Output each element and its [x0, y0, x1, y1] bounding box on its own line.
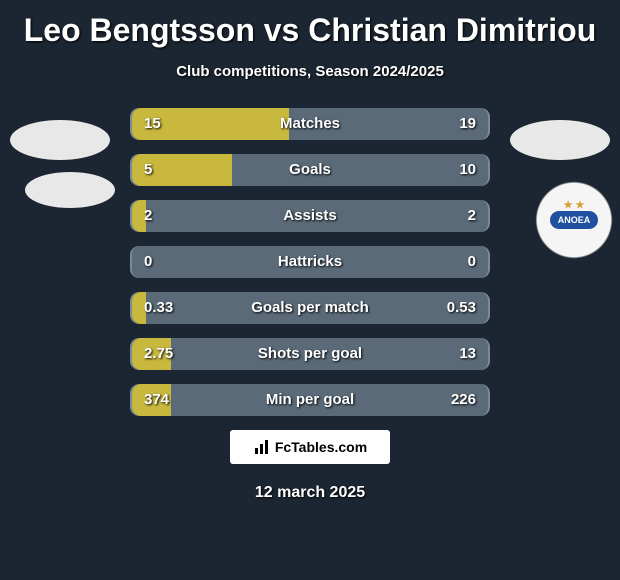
stat-label: Goals — [132, 154, 488, 186]
stat-row: 374Min per goal226 — [130, 384, 490, 416]
player2-club-badge: ★ ★ ANOEA — [534, 180, 614, 260]
player1-avatar — [10, 120, 110, 160]
stat-right-value: 10 — [459, 154, 476, 186]
stat-right-value: 2 — [468, 200, 476, 232]
stat-row: 15Matches19 — [130, 108, 490, 140]
stat-right-value: 13 — [459, 338, 476, 370]
stat-row: 0Hattricks0 — [130, 246, 490, 278]
page-title: Leo Bengtsson vs Christian Dimitriou — [0, 0, 620, 49]
stat-right-value: 0.53 — [447, 292, 476, 324]
stat-row: 2Assists2 — [130, 200, 490, 232]
stat-label: Matches — [132, 108, 488, 140]
club-badge-label: ★ ★ ANOEA — [550, 211, 598, 229]
stat-right-value: 226 — [451, 384, 476, 416]
stat-label: Min per goal — [132, 384, 488, 416]
stat-label: Assists — [132, 200, 488, 232]
subtitle: Club competitions, Season 2024/2025 — [0, 63, 620, 80]
stat-label: Goals per match — [132, 292, 488, 324]
chart-icon — [253, 438, 271, 456]
badge-text: ANOEA — [558, 215, 591, 225]
player2-avatar — [510, 120, 610, 160]
footer-brand-text: FcTables.com — [275, 439, 367, 455]
star-icon: ★ ★ — [550, 197, 598, 215]
stat-row: 0.33Goals per match0.53 — [130, 292, 490, 324]
date-text: 12 march 2025 — [0, 484, 620, 502]
stat-right-value: 19 — [459, 108, 476, 140]
stat-row: 5Goals10 — [130, 154, 490, 186]
stat-label: Hattricks — [132, 246, 488, 278]
fctables-logo: FcTables.com — [230, 430, 390, 464]
player1-club-badge — [25, 172, 115, 208]
stat-row: 2.75Shots per goal13 — [130, 338, 490, 370]
stats-container: 15Matches195Goals102Assists20Hattricks00… — [130, 108, 490, 416]
stat-label: Shots per goal — [132, 338, 488, 370]
stat-right-value: 0 — [468, 246, 476, 278]
